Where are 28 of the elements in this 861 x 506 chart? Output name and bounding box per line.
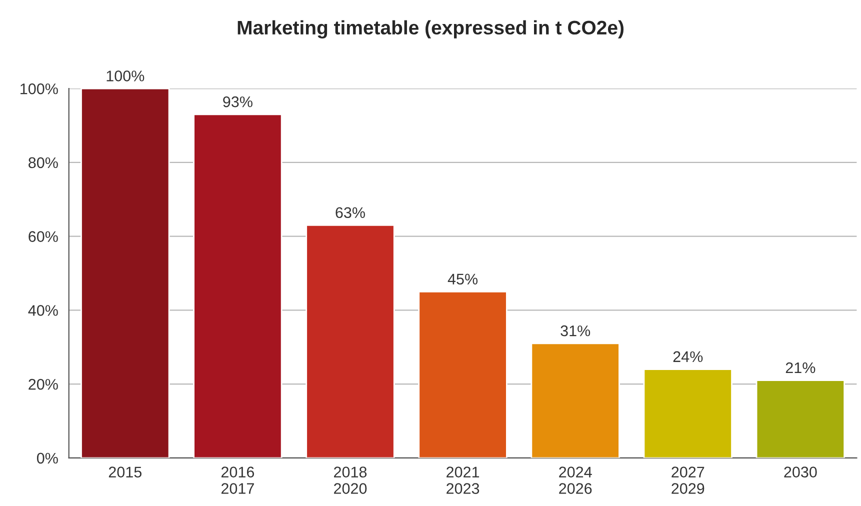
- y-tick-label: 0%: [36, 452, 58, 464]
- data-label: 93%: [223, 96, 252, 108]
- y-tick-label: 40%: [28, 305, 58, 316]
- bar: [80, 88, 170, 458]
- x-tick-label: 2021 2023: [446, 466, 480, 494]
- bar: [418, 291, 508, 458]
- data-label: 45%: [448, 274, 478, 285]
- bar: [306, 224, 395, 458]
- bar: [193, 114, 282, 458]
- x-tick-label: 2015: [108, 466, 142, 478]
- data-label: 63%: [336, 207, 365, 218]
- data-label: 100%: [106, 70, 144, 82]
- x-tick-label: 2030: [784, 466, 817, 478]
- y-tick-label: 20%: [28, 378, 58, 390]
- y-tick-label: 100%: [20, 83, 58, 94]
- x-tick-label: 2027 2029: [672, 466, 704, 494]
- y-tick-label: 60%: [28, 231, 58, 242]
- y-tick-label: 80%: [28, 157, 58, 168]
- x-tick-label: 2018 2020: [334, 466, 367, 494]
- data-label: 21%: [786, 362, 816, 374]
- data-label: 24%: [673, 351, 703, 362]
- bar: [756, 380, 846, 458]
- bar: [643, 368, 732, 458]
- bar: [530, 342, 620, 458]
- chart-title: Marketing timetable (expressed in t CO2e): [238, 20, 624, 38]
- x-tick-label: 2024 2026: [559, 466, 592, 494]
- data-label: 31%: [560, 325, 590, 336]
- x-tick-label: 2016 2017: [221, 466, 254, 494]
